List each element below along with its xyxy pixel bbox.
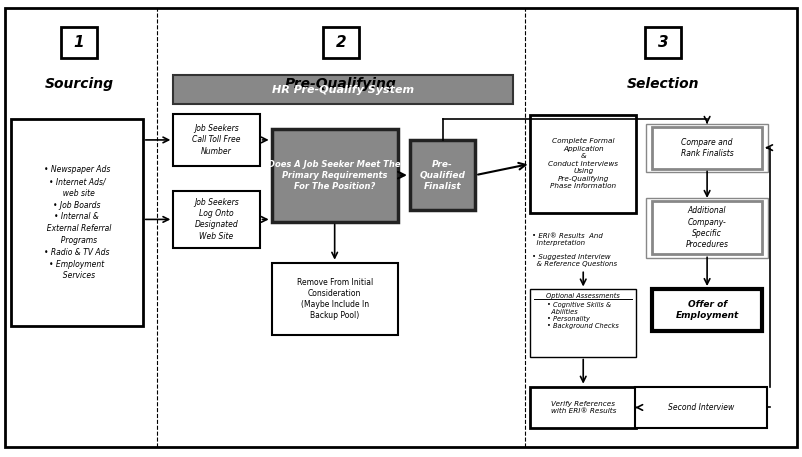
- FancyBboxPatch shape: [652, 201, 762, 255]
- Text: • Newspaper Ads
• Internet Ads/
  web site
• Job Boards
• Internal &
  External : • Newspaper Ads • Internet Ads/ web site…: [43, 165, 111, 281]
- FancyBboxPatch shape: [646, 123, 768, 172]
- FancyBboxPatch shape: [61, 27, 97, 58]
- FancyBboxPatch shape: [530, 289, 636, 356]
- Text: Selection: Selection: [627, 77, 699, 91]
- FancyBboxPatch shape: [530, 115, 636, 213]
- Text: 2: 2: [336, 35, 346, 50]
- Text: Offer of
Employment: Offer of Employment: [675, 300, 739, 320]
- Text: Pre-Qualifying: Pre-Qualifying: [286, 77, 397, 91]
- FancyBboxPatch shape: [173, 75, 513, 104]
- FancyBboxPatch shape: [635, 387, 767, 428]
- Text: Job Seekers
Log Onto
Designated
Web Site: Job Seekers Log Onto Designated Web Site: [194, 198, 239, 240]
- Text: HR Pre-Qualify System: HR Pre-Qualify System: [272, 85, 414, 95]
- Text: Job Seekers
Call Toll Free
Number: Job Seekers Call Toll Free Number: [192, 124, 241, 155]
- Text: Additional
Company-
Specific
Procedures: Additional Company- Specific Procedures: [686, 207, 728, 249]
- FancyBboxPatch shape: [646, 197, 768, 258]
- FancyBboxPatch shape: [11, 119, 143, 326]
- Text: 1: 1: [74, 35, 84, 50]
- Text: Sourcing: Sourcing: [44, 77, 113, 91]
- FancyBboxPatch shape: [410, 140, 476, 210]
- FancyBboxPatch shape: [530, 387, 636, 428]
- Text: Remove From Initial
Consideration
(Maybe Include In
Backup Pool): Remove From Initial Consideration (Maybe…: [297, 278, 373, 320]
- Text: Optional Assessments: Optional Assessments: [546, 293, 620, 299]
- Text: Complete Formal
Application
&
Conduct Interviews
Using
Pre-Qualifying
Phase Info: Complete Formal Application & Conduct In…: [549, 138, 618, 189]
- FancyBboxPatch shape: [645, 27, 681, 58]
- FancyBboxPatch shape: [652, 127, 762, 169]
- Text: Second Interview: Second Interview: [668, 403, 735, 412]
- FancyBboxPatch shape: [323, 27, 359, 58]
- Text: Pre-
Qualified
Finalist: Pre- Qualified Finalist: [419, 159, 465, 191]
- FancyBboxPatch shape: [173, 191, 260, 248]
- Text: Does A Job Seeker Meet The
Primary Requirements
For The Position?: Does A Job Seeker Meet The Primary Requi…: [269, 159, 401, 191]
- Text: • Cognitive Skills &
  Abilities
• Personality
• Background Checks: • Cognitive Skills & Abilities • Persona…: [547, 302, 619, 329]
- FancyBboxPatch shape: [652, 289, 762, 331]
- Text: • Suggested Interview
  & Reference Questions: • Suggested Interview & Reference Questi…: [532, 254, 618, 267]
- FancyBboxPatch shape: [272, 128, 398, 222]
- Text: 3: 3: [658, 35, 668, 50]
- FancyBboxPatch shape: [6, 8, 796, 446]
- Text: • ERI® Results  And
  Interpretation: • ERI® Results And Interpretation: [532, 233, 603, 246]
- Text: Verify References
with ERI® Results: Verify References with ERI® Results: [550, 401, 616, 414]
- Text: Compare and
Rank Finalists: Compare and Rank Finalists: [681, 138, 734, 158]
- FancyBboxPatch shape: [173, 114, 260, 166]
- FancyBboxPatch shape: [272, 263, 398, 335]
